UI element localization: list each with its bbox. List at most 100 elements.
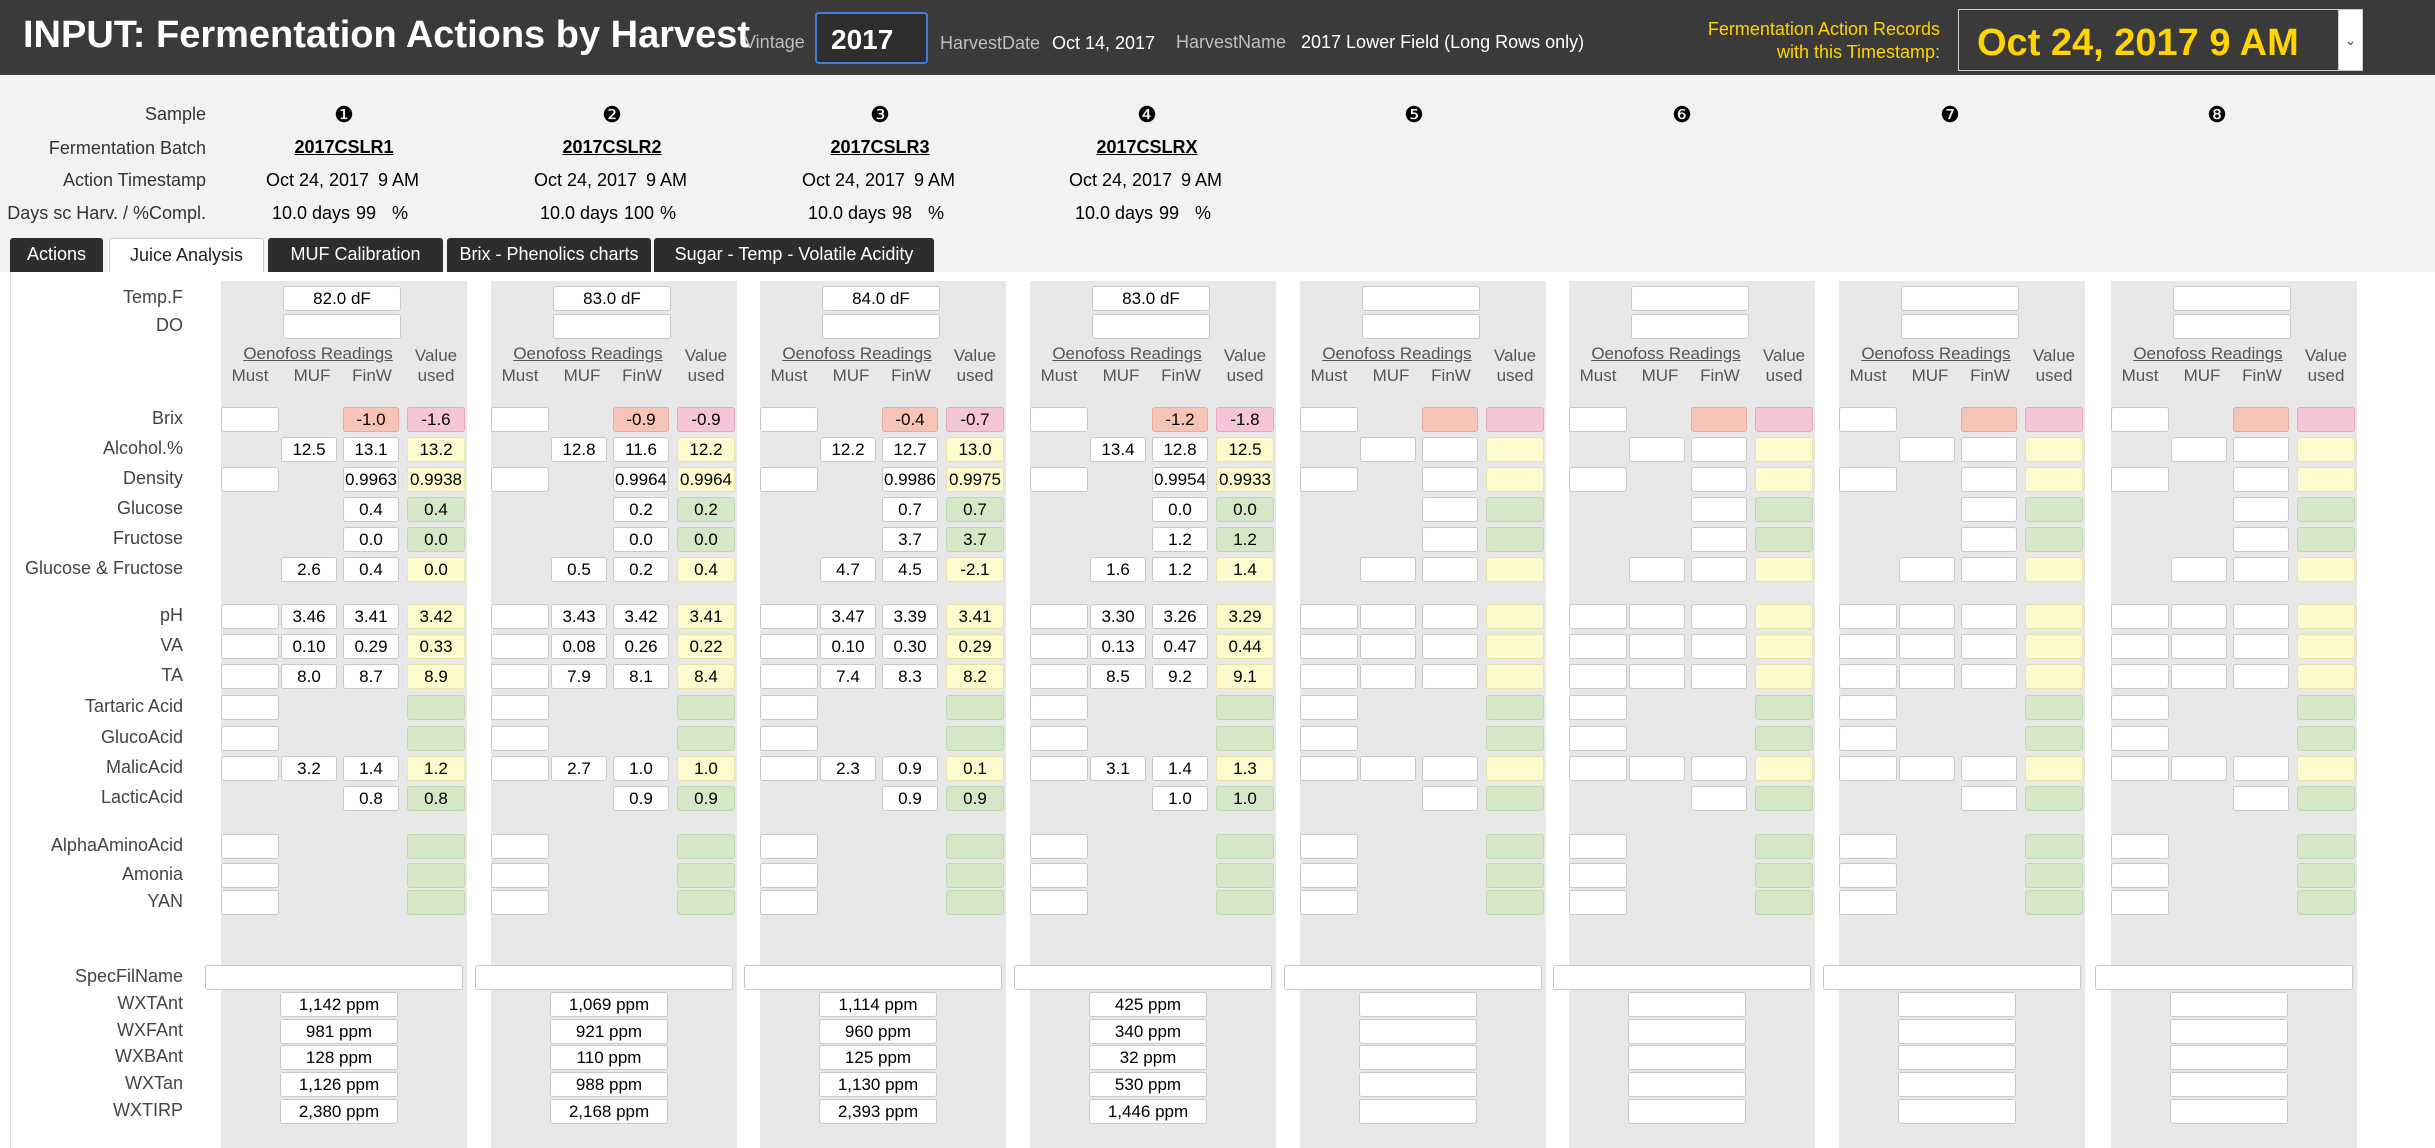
must-density-cell[interactable]	[1030, 467, 1088, 492]
must-tartaric-cell[interactable]	[491, 695, 549, 720]
amonia-input[interactable]	[1839, 863, 1897, 888]
must-density-cell[interactable]	[2111, 467, 2169, 492]
must-brix-cell[interactable]	[221, 407, 279, 432]
finw-lactic-cell[interactable]	[1691, 786, 1747, 811]
finw-fructose-cell[interactable]: 1.2	[1152, 527, 1208, 552]
must-tartaric-cell[interactable]	[1030, 695, 1088, 720]
muf-alcohol-cell[interactable]: 12.8	[551, 437, 607, 462]
finw-ph-cell[interactable]	[1691, 604, 1747, 629]
muf-malic-cell[interactable]	[1899, 756, 1955, 781]
must-tartaric-cell[interactable]	[1300, 695, 1358, 720]
finw-brix-cell[interactable]: -0.4	[882, 407, 938, 432]
must-malic-cell[interactable]	[760, 756, 818, 781]
must-ta-cell[interactable]	[491, 664, 549, 689]
muf-alcohol-cell[interactable]	[2171, 437, 2227, 462]
tab-actions[interactable]: Actions	[10, 238, 103, 272]
do-input[interactable]	[822, 314, 940, 339]
must-malic-cell[interactable]	[221, 756, 279, 781]
must-ph-cell[interactable]	[491, 604, 549, 629]
must-malic-cell[interactable]	[491, 756, 549, 781]
muf-malic-cell[interactable]: 2.7	[551, 756, 607, 781]
must-ta-cell[interactable]	[1839, 664, 1897, 689]
must-brix-cell[interactable]	[2111, 407, 2169, 432]
finw-gluc-fruc-cell[interactable]	[1691, 557, 1747, 582]
finw-alcohol-cell[interactable]: 13.1	[343, 437, 399, 462]
finw-density-cell[interactable]: 0.9963	[343, 467, 399, 492]
finw-malic-cell[interactable]: 0.9	[882, 756, 938, 781]
finw-va-cell[interactable]	[1691, 634, 1747, 659]
finw-ph-cell[interactable]: 3.41	[343, 604, 399, 629]
finw-va-cell[interactable]: 0.47	[1152, 634, 1208, 659]
muf-gluc-fruc-cell[interactable]	[1629, 557, 1685, 582]
finw-gluc-fruc-cell[interactable]	[1961, 557, 2017, 582]
must-brix-cell[interactable]	[491, 407, 549, 432]
must-va-cell[interactable]	[1569, 634, 1627, 659]
must-tartaric-cell[interactable]	[760, 695, 818, 720]
must-brix-cell[interactable]	[1839, 407, 1897, 432]
finw-fructose-cell[interactable]: 0.0	[343, 527, 399, 552]
finw-gluc-fruc-cell[interactable]	[2233, 557, 2289, 582]
muf-alcohol-cell[interactable]: 12.2	[820, 437, 876, 462]
finw-brix-cell[interactable]	[2233, 407, 2289, 432]
muf-ta-cell[interactable]: 8.0	[281, 664, 337, 689]
chevron-down-icon[interactable]: ⌄	[2338, 9, 2363, 71]
alpha-input[interactable]	[221, 834, 279, 859]
finw-ta-cell[interactable]: 8.1	[613, 664, 669, 689]
finw-glucose-cell[interactable]	[2233, 497, 2289, 522]
finw-ta-cell[interactable]	[2233, 664, 2289, 689]
do-input[interactable]	[1631, 314, 1749, 339]
finw-malic-cell[interactable]: 1.4	[343, 756, 399, 781]
must-va-cell[interactable]	[1300, 634, 1358, 659]
specfil-input[interactable]	[1553, 965, 1811, 990]
muf-ph-cell[interactable]	[1899, 604, 1955, 629]
batch-link[interactable]: 2017CSLR1	[294, 137, 394, 157]
finw-va-cell[interactable]	[1422, 634, 1478, 659]
finw-fructose-cell[interactable]	[1422, 527, 1478, 552]
finw-brix-cell[interactable]	[1422, 407, 1478, 432]
finw-lactic-cell[interactable]	[2233, 786, 2289, 811]
must-ta-cell[interactable]	[2111, 664, 2169, 689]
batch-link[interactable]: 2017CSLR2	[562, 137, 662, 157]
muf-alcohol-cell[interactable]	[1629, 437, 1685, 462]
finw-fructose-cell[interactable]: 0.0	[613, 527, 669, 552]
yan-input[interactable]	[2111, 890, 2169, 915]
finw-fructose-cell[interactable]: 3.7	[882, 527, 938, 552]
muf-va-cell[interactable]: 0.10	[281, 634, 337, 659]
must-ph-cell[interactable]	[1030, 604, 1088, 629]
must-density-cell[interactable]	[491, 467, 549, 492]
must-ta-cell[interactable]	[221, 664, 279, 689]
muf-ph-cell[interactable]	[2171, 604, 2227, 629]
finw-gluc-fruc-cell[interactable]: 1.2	[1152, 557, 1208, 582]
finw-malic-cell[interactable]	[1961, 756, 2017, 781]
must-density-cell[interactable]	[1569, 467, 1627, 492]
must-glucoacid-cell[interactable]	[1030, 726, 1088, 751]
muf-ph-cell[interactable]: 3.30	[1090, 604, 1146, 629]
muf-gluc-fruc-cell[interactable]	[1899, 557, 1955, 582]
finw-malic-cell[interactable]: 1.4	[1152, 756, 1208, 781]
finw-brix-cell[interactable]	[1961, 407, 2017, 432]
finw-brix-cell[interactable]: -0.9	[613, 407, 669, 432]
finw-ph-cell[interactable]	[2233, 604, 2289, 629]
muf-alcohol-cell[interactable]: 12.5	[281, 437, 337, 462]
finw-fructose-cell[interactable]	[1691, 527, 1747, 552]
must-tartaric-cell[interactable]	[1569, 695, 1627, 720]
finw-gluc-fruc-cell[interactable]: 0.4	[343, 557, 399, 582]
must-brix-cell[interactable]	[1300, 407, 1358, 432]
finw-ta-cell[interactable]	[1691, 664, 1747, 689]
muf-va-cell[interactable]: 0.13	[1090, 634, 1146, 659]
finw-va-cell[interactable]: 0.29	[343, 634, 399, 659]
yan-input[interactable]	[1839, 890, 1897, 915]
must-tartaric-cell[interactable]	[1839, 695, 1897, 720]
temp-input[interactable]	[1631, 286, 1749, 311]
alpha-input[interactable]	[491, 834, 549, 859]
must-ta-cell[interactable]	[760, 664, 818, 689]
must-tartaric-cell[interactable]	[221, 695, 279, 720]
must-glucoacid-cell[interactable]	[1839, 726, 1897, 751]
must-glucoacid-cell[interactable]	[2111, 726, 2169, 751]
yan-input[interactable]	[1300, 890, 1358, 915]
finw-lactic-cell[interactable]: 0.8	[343, 786, 399, 811]
must-tartaric-cell[interactable]	[2111, 695, 2169, 720]
must-density-cell[interactable]	[1300, 467, 1358, 492]
finw-alcohol-cell[interactable]: 12.8	[1152, 437, 1208, 462]
must-ph-cell[interactable]	[221, 604, 279, 629]
